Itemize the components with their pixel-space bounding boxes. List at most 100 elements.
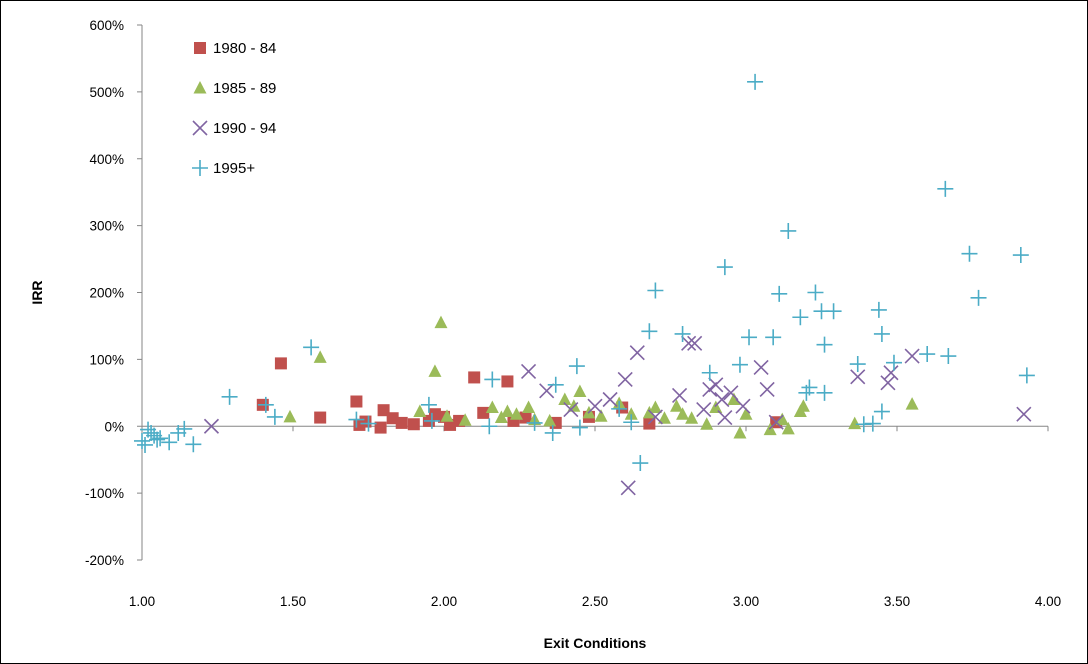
data-point-series-2 xyxy=(500,404,514,418)
y-tick-label: 200% xyxy=(89,286,124,301)
data-point-series-3 xyxy=(883,365,899,381)
data-point-series-4 xyxy=(221,388,238,405)
data-point-series-2 xyxy=(685,411,699,424)
data-point-series-4 xyxy=(825,303,842,320)
data-point-series-1 xyxy=(444,418,457,431)
data-point-series-4 xyxy=(873,325,890,342)
y-tick-label: 100% xyxy=(89,352,124,367)
data-point-series-3 xyxy=(850,369,866,385)
data-point-series-4 xyxy=(940,348,957,365)
data-point-series-4 xyxy=(423,412,440,429)
data-point-series-3 xyxy=(563,401,579,418)
data-point-series-2 xyxy=(573,384,587,397)
data-point-series-1 xyxy=(350,395,363,408)
y-tick-label: 300% xyxy=(89,219,124,234)
y-tick-label: 600% xyxy=(89,18,124,33)
legend-label-series-1: 1980 - 84 xyxy=(213,40,276,57)
data-point-series-2 xyxy=(727,392,741,405)
legend-label-series-4: 1995+ xyxy=(213,160,255,177)
y-tick-label: 500% xyxy=(89,85,124,100)
data-point-series-2 xyxy=(485,400,499,414)
data-point-series-2 xyxy=(905,397,919,410)
data-point-series-4 xyxy=(303,339,320,356)
data-point-series-2 xyxy=(775,412,789,426)
data-point-series-4 xyxy=(149,431,166,448)
data-point-series-1 xyxy=(374,421,387,434)
data-point-series-4 xyxy=(816,336,833,353)
y-tick-label: -200% xyxy=(85,553,124,568)
data-point-series-4 xyxy=(961,245,978,262)
x-tick-label: 3.00 xyxy=(733,594,759,609)
data-point-series-3 xyxy=(735,398,751,414)
x-tick-label: 4.00 xyxy=(1035,594,1061,609)
data-point-series-1 xyxy=(359,415,372,428)
legend-label-series-3: 1990 - 94 xyxy=(213,120,276,137)
legend-marker-series-1 xyxy=(194,42,206,54)
data-point-series-3 xyxy=(702,381,718,398)
data-point-series-4 xyxy=(792,309,809,326)
data-point-series-4 xyxy=(674,325,691,342)
data-point-series-4 xyxy=(420,396,437,413)
data-point-series-4 xyxy=(937,180,954,197)
data-point-series-3 xyxy=(1016,406,1032,422)
data-point-series-4 xyxy=(970,289,987,306)
data-point-series-3 xyxy=(714,391,730,408)
x-tick-label: 1.50 xyxy=(280,594,306,609)
data-point-series-4 xyxy=(747,73,764,90)
data-point-series-1 xyxy=(395,416,408,429)
data-point-series-1 xyxy=(314,411,327,424)
data-point-series-1 xyxy=(386,412,399,425)
data-point-series-4 xyxy=(1018,367,1035,384)
legend-marker-series-3 xyxy=(192,120,208,136)
data-point-series-2 xyxy=(428,364,442,377)
data-point-series-2 xyxy=(458,413,472,426)
data-point-series-2 xyxy=(594,409,608,422)
data-point-series-4 xyxy=(716,259,733,276)
data-point-series-2 xyxy=(657,411,671,424)
data-point-series-2 xyxy=(313,350,327,363)
data-point-series-4 xyxy=(481,418,498,435)
y-axis-title: IRR xyxy=(29,280,45,304)
data-point-series-4 xyxy=(780,222,797,239)
data-point-series-4 xyxy=(257,396,274,413)
data-point-series-2 xyxy=(700,417,714,430)
data-point-series-4 xyxy=(568,358,585,375)
y-tick-label: -100% xyxy=(85,486,124,501)
data-point-series-3 xyxy=(880,375,896,391)
data-point-series-3 xyxy=(723,385,739,401)
data-point-series-4 xyxy=(623,414,640,431)
data-point-series-4 xyxy=(701,364,718,381)
data-point-series-3 xyxy=(617,371,633,388)
data-point-series-4 xyxy=(864,415,881,432)
x-tick-label: 1.00 xyxy=(129,594,155,609)
data-point-series-4 xyxy=(185,436,202,453)
data-point-series-2 xyxy=(676,407,690,420)
data-point-series-4 xyxy=(816,384,833,401)
data-point-series-4 xyxy=(632,455,649,472)
data-point-series-2 xyxy=(796,399,810,412)
data-point-series-2 xyxy=(413,404,427,418)
data-point-series-4 xyxy=(731,356,748,373)
data-point-series-4 xyxy=(152,430,169,447)
data-point-series-1 xyxy=(377,404,390,417)
data-point-series-4 xyxy=(544,424,561,441)
data-point-series-3 xyxy=(687,335,703,351)
data-point-series-4 xyxy=(611,400,628,417)
data-point-series-3 xyxy=(520,363,537,379)
data-point-series-3 xyxy=(753,359,769,375)
data-point-series-3 xyxy=(203,418,220,434)
data-point-series-4 xyxy=(161,434,178,451)
data-point-series-4 xyxy=(547,376,564,393)
data-point-series-3 xyxy=(602,391,618,408)
data-point-series-2 xyxy=(522,400,536,414)
data-point-series-1 xyxy=(501,375,514,388)
data-point-series-4 xyxy=(849,356,866,373)
data-point-series-4 xyxy=(1012,247,1029,264)
y-tick-label: 0% xyxy=(104,419,124,434)
data-point-series-4 xyxy=(134,432,150,449)
data-point-series-2 xyxy=(283,409,297,423)
data-point-series-2 xyxy=(440,409,454,422)
data-point-series-4 xyxy=(870,301,887,318)
data-point-series-4 xyxy=(873,403,890,420)
